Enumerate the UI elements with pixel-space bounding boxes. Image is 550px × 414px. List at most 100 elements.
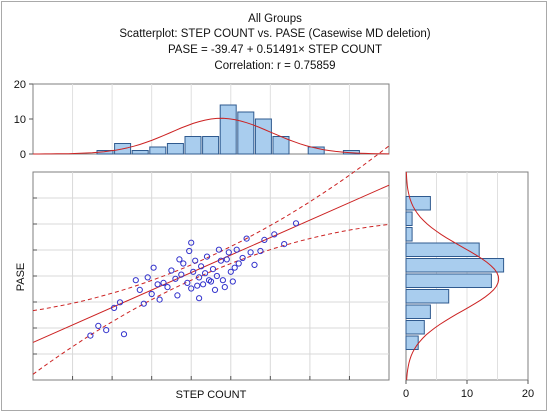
data-point (116, 299, 124, 306)
data-point (180, 260, 187, 267)
top-histogram-bar (202, 136, 220, 155)
right-histogram-bar (405, 227, 413, 242)
data-point (261, 236, 268, 243)
data-point (176, 256, 183, 263)
data-point (178, 271, 185, 278)
data-point (140, 300, 147, 307)
data-point (281, 241, 288, 248)
x-axis-label: STEP COUNT (176, 389, 247, 401)
right-histogram (405, 171, 529, 381)
data-point (200, 281, 207, 288)
top-histogram-bar (254, 118, 272, 155)
data-point (221, 284, 228, 291)
data-point (95, 322, 102, 329)
data-point (168, 267, 175, 274)
top-histogram-bar (219, 104, 237, 155)
regression-line (32, 184, 390, 343)
top-y-tick-label: 0 (20, 149, 26, 161)
right-x-tick-label: 20 (522, 388, 534, 400)
right-histogram-normal-curve (405, 171, 500, 381)
data-point (215, 246, 222, 253)
data-point (148, 290, 155, 298)
data-point (156, 296, 163, 303)
data-point (243, 235, 250, 242)
scatter-ticks (33, 197, 350, 380)
y-axis-label: PASE (15, 263, 27, 292)
data-point (164, 284, 171, 291)
data-point (120, 331, 128, 338)
data-point (194, 282, 201, 289)
data-point (136, 286, 143, 293)
data-point (103, 327, 110, 334)
data-point (203, 253, 211, 260)
top-histogram (29, 83, 390, 155)
data-point (150, 264, 157, 271)
right-histogram-bar (405, 335, 419, 350)
top-histogram-ticks (29, 83, 33, 155)
top-histogram-normal-curve (33, 117, 390, 155)
data-point (217, 257, 224, 264)
data-point (213, 272, 220, 280)
right-histogram-bar (405, 320, 425, 335)
right-histogram-bar (405, 304, 431, 319)
data-point (225, 249, 232, 256)
right-histogram-tick-labels: 0 10 20 (403, 380, 534, 400)
top-histogram-bar (184, 136, 202, 155)
confidence-band-upper (32, 145, 390, 312)
right-histogram-bar (405, 196, 431, 211)
correlation-text: Correlation: r = 0.75859 (214, 60, 336, 72)
data-point (209, 266, 217, 273)
scatter-points (87, 220, 300, 339)
data-point (188, 239, 195, 246)
data-point (235, 260, 242, 267)
data-point (198, 263, 205, 270)
top-histogram-bar (166, 143, 184, 155)
data-point (239, 254, 246, 262)
top-y-tick-label: 10 (14, 114, 26, 126)
top-histogram-bar (131, 150, 149, 155)
data-point (202, 270, 209, 277)
data-point (247, 249, 254, 256)
data-point (205, 277, 213, 284)
top-histogram-tick-labels: 0 10 20 (14, 79, 26, 161)
right-histogram-bar (405, 289, 450, 304)
top-histogram-bar (307, 146, 325, 155)
data-point (251, 261, 258, 268)
data-point (174, 292, 181, 299)
data-point (190, 268, 197, 275)
data-point (184, 279, 191, 286)
data-point (233, 246, 240, 253)
regression-equation: PASE = -39.47 + 0.51491× STEP COUNT (167, 44, 383, 56)
data-point (87, 332, 94, 339)
right-x-tick-label: 0 (403, 388, 409, 400)
data-point (271, 231, 278, 238)
data-point (219, 277, 226, 284)
data-point (227, 268, 234, 275)
data-point (211, 286, 219, 293)
data-point (186, 247, 193, 255)
data-point (132, 277, 139, 284)
right-histogram-bar (405, 242, 480, 257)
right-histogram-bar (405, 211, 413, 226)
data-point (196, 274, 203, 281)
top-histogram-bar (149, 146, 167, 155)
data-point (192, 257, 199, 264)
data-point (231, 264, 238, 271)
data-point (111, 304, 118, 311)
scatter-panel (32, 145, 390, 381)
top-y-tick-label: 20 (14, 79, 26, 91)
data-point (257, 247, 264, 255)
data-point (196, 295, 203, 302)
data-point (154, 281, 161, 288)
chart-subtitle: Scatterplot: STEP COUNT vs. PASE (Casewi… (119, 28, 431, 40)
right-histogram-bar (405, 258, 505, 273)
data-point (229, 278, 236, 285)
right-histogram-bar (405, 273, 492, 288)
scatter-grid (33, 172, 389, 380)
data-point (188, 285, 195, 292)
data-point (144, 274, 151, 281)
chart-title: All Groups (248, 13, 302, 25)
data-point (292, 220, 300, 227)
